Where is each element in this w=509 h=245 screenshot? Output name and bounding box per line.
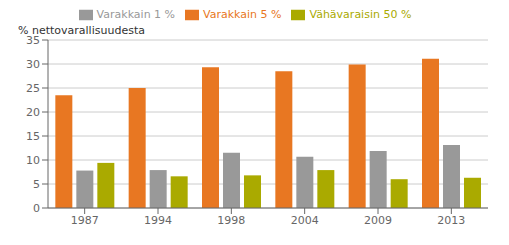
html-text:Varakkain 1 %: Varakkain 1 %: [96, 8, 175, 21]
svg-text:2004: 2004: [291, 214, 319, 227]
svg-text:% nettovarallisuudesta: % nettovarallisuudesta: [18, 24, 145, 37]
svg-text:1987: 1987: [71, 214, 99, 227]
html-text:Varakkain 5 %: Varakkain 5 %: [203, 8, 282, 21]
html-text:Vähävaraisin 50 %: Vähävaraisin 50 %: [309, 8, 412, 21]
svg-text:10: 10: [26, 154, 40, 167]
svg-text:2009: 2009: [364, 214, 392, 227]
svg-text:35: 35: [26, 34, 40, 47]
svg-text:1998: 1998: [217, 214, 245, 227]
svg-text:30: 30: [26, 58, 40, 71]
svg-text:1994: 1994: [144, 214, 172, 227]
svg-text:15: 15: [26, 130, 40, 143]
svg-text:25: 25: [26, 82, 40, 95]
svg-text:0: 0: [33, 202, 40, 215]
svg-text:2013: 2013: [437, 214, 465, 227]
svg-text:20: 20: [26, 106, 40, 119]
svg-text:5: 5: [33, 178, 40, 191]
